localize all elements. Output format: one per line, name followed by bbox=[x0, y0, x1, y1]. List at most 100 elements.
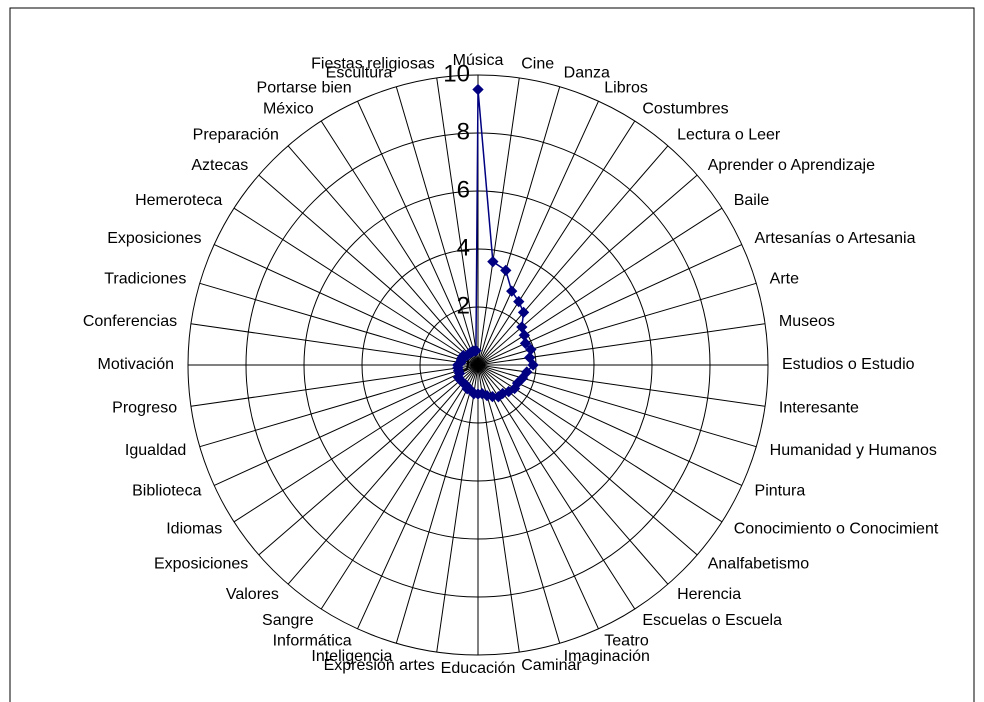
category-label: Escuelas o Escuela bbox=[642, 612, 782, 629]
spoke bbox=[477, 207, 723, 366]
category-label: Estudios o Estudio bbox=[782, 356, 915, 373]
spoke bbox=[477, 145, 669, 366]
data-point bbox=[525, 343, 537, 356]
category-label: Museos bbox=[779, 313, 835, 330]
category-label: Expresión artes bbox=[324, 657, 435, 674]
category-label: Teatro bbox=[604, 633, 649, 650]
spoke bbox=[357, 100, 479, 366]
category-label: Educación bbox=[441, 660, 516, 677]
spoke bbox=[287, 145, 479, 366]
spoke bbox=[233, 364, 479, 523]
category-label: Libros bbox=[604, 80, 648, 97]
data-point bbox=[470, 344, 482, 357]
category-label: Idiomas bbox=[166, 521, 222, 538]
spoke bbox=[395, 364, 479, 644]
category-label: Sangre bbox=[262, 612, 314, 629]
category-label: Inteligencia bbox=[311, 648, 392, 665]
category-label: Escultura bbox=[326, 65, 393, 82]
category-label: Igualdad bbox=[125, 442, 186, 459]
spoke bbox=[258, 174, 479, 366]
spoke bbox=[190, 364, 479, 407]
spoke bbox=[477, 174, 698, 366]
category-label: Música bbox=[453, 52, 504, 69]
category-label: Informática bbox=[273, 633, 352, 650]
y-tick-label: 10 bbox=[443, 60, 470, 87]
spoke bbox=[436, 77, 479, 366]
category-label: Analfabetismo bbox=[708, 555, 809, 572]
data-point bbox=[500, 264, 512, 277]
spoke bbox=[477, 364, 723, 523]
spoke bbox=[477, 77, 520, 366]
category-label: Aztecas bbox=[191, 157, 248, 174]
category-label: Tradiciones bbox=[104, 271, 186, 288]
category-label: Costumbres bbox=[642, 100, 728, 117]
spoke bbox=[477, 282, 757, 366]
spoke bbox=[477, 100, 599, 366]
spoke bbox=[477, 364, 743, 486]
chart-frame bbox=[9, 7, 975, 702]
data-point bbox=[492, 391, 505, 403]
spoke bbox=[199, 282, 479, 366]
spoke bbox=[357, 364, 479, 630]
data-point bbox=[487, 256, 499, 268]
spoke bbox=[477, 364, 698, 556]
spoke bbox=[213, 244, 479, 366]
category-label: Hemeroteca bbox=[135, 192, 222, 209]
category-label: Artesanías o Artesania bbox=[755, 230, 916, 247]
spoke bbox=[477, 120, 636, 366]
category-label: Caminar bbox=[521, 657, 582, 674]
category-label: Aprender o Aprendizaje bbox=[708, 157, 875, 174]
category-label: Arte bbox=[770, 271, 799, 288]
category-label: Humanidad y Humanos bbox=[770, 442, 937, 459]
category-label: Exposiciones bbox=[154, 555, 248, 572]
category-label: Portarse bien bbox=[257, 80, 352, 97]
spoke bbox=[199, 364, 479, 448]
spoke bbox=[395, 86, 479, 366]
spoke bbox=[258, 364, 479, 556]
spoke bbox=[320, 120, 479, 366]
category-label: Valores bbox=[226, 586, 279, 603]
category-label: Pintura bbox=[755, 483, 806, 500]
spoke bbox=[477, 364, 561, 644]
spoke bbox=[477, 364, 636, 610]
spoke bbox=[233, 207, 479, 366]
data-point bbox=[506, 285, 518, 297]
category-label: Imaginación bbox=[564, 648, 650, 665]
category-label: Danza bbox=[564, 65, 610, 82]
category-label: Conferencias bbox=[83, 313, 177, 330]
data-point bbox=[527, 359, 539, 371]
category-label: Exposiciones bbox=[107, 230, 201, 247]
data-point bbox=[516, 321, 528, 333]
spoke bbox=[213, 364, 479, 486]
category-label: Cine bbox=[521, 55, 554, 72]
y-tick-label: 6 bbox=[457, 176, 470, 203]
spoke bbox=[287, 364, 479, 585]
y-tick-label: 2 bbox=[457, 292, 470, 319]
category-label: Progreso bbox=[112, 399, 177, 416]
category-label: Lectura o Leer bbox=[677, 126, 781, 143]
spoke bbox=[436, 364, 479, 653]
category-label: Herencia bbox=[677, 586, 741, 603]
category-label: Fiestas religiosas bbox=[311, 55, 435, 72]
category-label: México bbox=[263, 100, 314, 117]
spoke bbox=[190, 323, 479, 366]
category-label: Preparación bbox=[193, 126, 279, 143]
category-label: Motivación bbox=[98, 356, 174, 373]
data-point bbox=[518, 329, 531, 341]
spoke bbox=[477, 364, 669, 585]
y-tick-label: 4 bbox=[457, 234, 470, 261]
spoke bbox=[477, 86, 561, 366]
category-label: Biblioteca bbox=[132, 483, 201, 500]
spoke bbox=[320, 364, 479, 610]
data-point bbox=[513, 295, 525, 308]
category-label: Interesante bbox=[779, 399, 859, 416]
spoke bbox=[477, 364, 520, 653]
spoke bbox=[477, 364, 599, 630]
y-tick-label: 8 bbox=[457, 118, 470, 145]
data-point bbox=[519, 337, 532, 349]
category-label: Baile bbox=[734, 192, 770, 209]
data-point bbox=[517, 306, 530, 319]
category-label: Conocimiento o Conocimient bbox=[734, 521, 939, 538]
